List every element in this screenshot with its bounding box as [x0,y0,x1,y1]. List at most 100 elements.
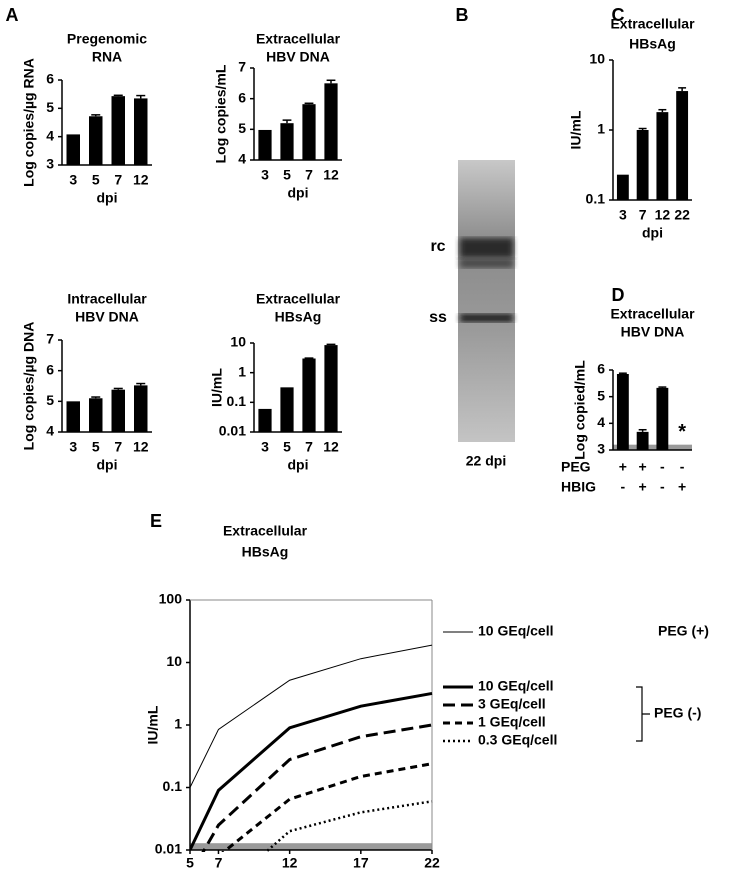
x-tick-label: 3 [261,167,269,183]
x-tick-label: 7 [305,439,313,455]
band-label: rc [430,238,445,255]
y-tick-label: 5 [238,120,246,136]
legend-group: PEG (+) [658,623,709,639]
chart-title: HBsAg [629,36,676,52]
y-tick-label: 10 [166,653,182,669]
bar [280,387,294,432]
bar [111,389,125,432]
x-tick-label: 5 [283,439,291,455]
x-tick-label: 7 [639,207,647,223]
chart-title: Intracellular [67,291,147,307]
y-tick-label: 5 [46,99,54,115]
bar [258,408,272,432]
condition-value: + [678,479,686,495]
y-tick-label: 0.01 [155,841,182,857]
x-axis-label: dpi [288,457,309,473]
bar [636,130,649,200]
y-axis-label: IU/mL [568,110,584,149]
y-tick-label: 6 [46,71,54,87]
y-tick-label: 5 [46,392,54,408]
chart-title: RNA [92,49,122,65]
legend-label: 0.3 GEq/cell [478,732,557,748]
series-line [201,723,433,852]
x-tick-label: 22 [424,855,440,871]
x-tick-label: 12 [133,172,149,188]
bar [324,345,338,432]
blot-label: 22 dpi [466,453,506,469]
legend-label: 10 GEq/cell [478,678,553,694]
x-axis-label: dpi [97,457,118,473]
bar [656,112,669,200]
bar [66,134,80,165]
plot-area [190,644,433,852]
y-tick-label: 3 [46,156,54,172]
bar [258,129,272,160]
chart-title: HBsAg [275,309,322,325]
chart-title: HBV DNA [266,49,330,65]
bar [616,174,629,200]
bar [66,401,80,432]
band-label: ss [429,309,447,326]
condition-value: - [680,459,685,475]
legend-label: 1 GEq/cell [478,714,546,730]
chart-title: HBV DNA [75,309,139,325]
series-line [190,691,433,851]
bar [89,116,103,165]
x-axis-label: dpi [97,190,118,206]
blot-lane [458,160,515,442]
x-tick-label: 5 [283,167,291,183]
panel-label: C [612,5,625,25]
legend-label: 10 GEq/cell [478,623,553,639]
condition-value: + [639,459,647,475]
legend-bracket [636,686,650,742]
bar [134,98,148,165]
condition-value: + [639,479,647,495]
x-tick-label: 7 [114,439,122,455]
x-tick-label: 7 [215,855,223,871]
condition-name: HBIG [561,479,596,495]
y-tick-label: 10 [230,334,246,350]
y-axis-label: IU/mL [145,705,161,744]
shaded-range [613,444,692,450]
x-tick-label: 12 [282,855,298,871]
chart-title: Extracellular [256,31,341,47]
condition-value: - [621,479,626,495]
y-axis-label: Log copies/µg DNA [21,322,37,451]
blot-band [460,258,513,268]
bar [280,123,294,160]
y-tick-label: 5 [597,387,605,403]
series-line [264,800,433,852]
x-tick-label: 3 [261,439,269,455]
y-tick-label: 6 [46,361,54,377]
bar [616,374,629,450]
condition-value: + [619,459,627,475]
condition-value: - [660,479,665,495]
bar [324,83,338,160]
y-tick-label: 4 [46,423,54,439]
bar [111,96,125,165]
x-tick-label: 5 [92,439,100,455]
panel-label: D [612,285,625,305]
x-tick-label: 5 [92,172,100,188]
bar [656,387,669,450]
y-tick-label: 0.1 [227,393,247,409]
y-tick-label: 1 [597,121,605,137]
bar [302,358,316,432]
condition-name: PEG [561,459,591,475]
y-tick-label: 100 [159,591,183,607]
x-tick-label: 12 [323,167,339,183]
x-tick-label: 5 [186,855,194,871]
y-axis-label: Log copies/mL [213,64,229,163]
x-tick-label: 3 [619,207,627,223]
x-tick-label: 3 [69,172,77,188]
y-tick-label: 4 [46,127,54,143]
panel-label: E [150,511,162,531]
x-axis-label: dpi [642,225,663,241]
bar [676,91,689,200]
bar [302,104,316,160]
y-tick-label: 6 [238,89,246,105]
annotation: * [678,421,686,443]
y-tick-label: 4 [597,414,605,430]
